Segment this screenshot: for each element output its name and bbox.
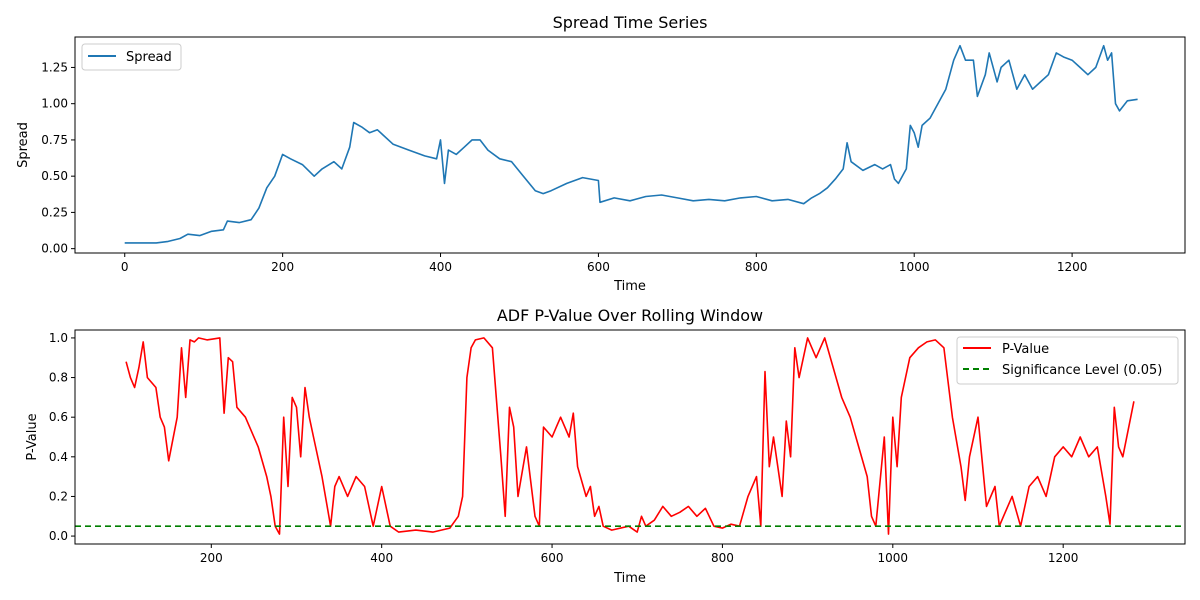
chart-title: Spread Time Series bbox=[553, 13, 708, 32]
y-tick-label: 0.00 bbox=[41, 242, 68, 256]
chart-title: ADF P-Value Over Rolling Window bbox=[497, 306, 763, 325]
x-tick-label: 400 bbox=[370, 551, 393, 565]
x-tick-label: 1000 bbox=[878, 551, 909, 565]
plot-frame bbox=[74, 329, 1186, 545]
y-tick-label: 0.75 bbox=[41, 133, 68, 147]
y-tick-label: 1.0 bbox=[49, 331, 68, 345]
plot-frame bbox=[74, 36, 1186, 254]
x-tick-label: 800 bbox=[711, 551, 734, 565]
x-tick-label: 600 bbox=[541, 551, 564, 565]
y-tick-label: 0.0 bbox=[49, 529, 68, 543]
legend-label-spread: Spread bbox=[126, 50, 172, 65]
x-tick-label: 400 bbox=[429, 260, 452, 274]
series-line-pvalue bbox=[125, 337, 1135, 535]
y-tick-label: 0.25 bbox=[41, 205, 68, 219]
spread-chart: Spread Time Series Time Spread 0 200 400 60… bbox=[16, 13, 1186, 294]
x-tick-label: 200 bbox=[200, 551, 223, 565]
x-axis-label: Time bbox=[613, 571, 646, 586]
legend-box bbox=[81, 43, 182, 71]
x-tick-label: 600 bbox=[587, 260, 610, 274]
legend: Spread bbox=[81, 43, 182, 71]
y-tick-label: 1.25 bbox=[41, 60, 68, 74]
legend-label-significance: Significance Level (0.05) bbox=[1002, 363, 1162, 378]
y-tick-label: 0.4 bbox=[49, 450, 68, 464]
x-tick-label: 0 bbox=[121, 260, 129, 274]
x-tick-label: 1200 bbox=[1057, 260, 1088, 274]
legend-label-pvalue: P-Value bbox=[1002, 342, 1049, 357]
y-tick-label: 0.8 bbox=[49, 371, 68, 385]
series-line-spread bbox=[124, 44, 1138, 244]
y-tick-label: 0.50 bbox=[41, 169, 68, 183]
y-axis-label: P-Value bbox=[25, 413, 40, 460]
y-tick-label: 1.00 bbox=[41, 97, 68, 111]
y-tick-label: 0.6 bbox=[49, 410, 68, 424]
pvalue-chart: ADF P-Value Over Rolling Window Time P-V… bbox=[25, 306, 1186, 586]
x-axis-label: Time bbox=[613, 279, 646, 294]
legend: P-Value Significance Level (0.05) bbox=[956, 336, 1179, 385]
x-tick-label: 1000 bbox=[899, 260, 930, 274]
x-tick-label: 1200 bbox=[1048, 551, 1079, 565]
y-tick-label: 0.2 bbox=[49, 489, 68, 503]
y-axis-label: Spread bbox=[16, 122, 31, 168]
x-tick-label: 800 bbox=[745, 260, 768, 274]
legend-box bbox=[956, 336, 1179, 385]
x-tick-label: 200 bbox=[271, 260, 294, 274]
